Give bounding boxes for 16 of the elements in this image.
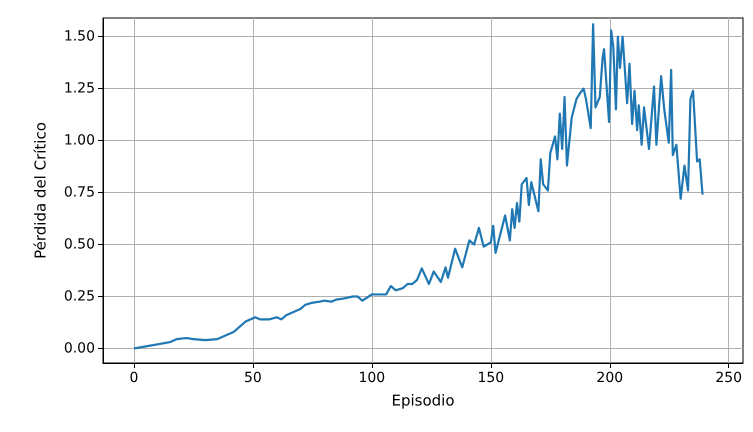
y-tick-label: 1.50 (64, 28, 95, 45)
x-tick-label: 100 (358, 370, 386, 386)
x-tick-label: 250 (715, 370, 742, 386)
y-tick-label: 1.25 (64, 80, 95, 97)
y-tick-label: 1.00 (64, 132, 95, 149)
y-tick-label: 0.25 (64, 288, 95, 304)
y-tick-label: 0.50 (64, 236, 95, 253)
x-tick-label: 50 (244, 370, 262, 386)
x-tick-label: 150 (477, 370, 504, 386)
x-tick-label: 200 (596, 370, 624, 386)
y-tick-label: 0.00 (64, 340, 95, 356)
x-tick-label: 0 (129, 370, 138, 386)
y-tick-label: 0.75 (64, 184, 95, 201)
y-axis-title: Pérdida del Crítico (32, 122, 50, 259)
line-series (132, 23, 704, 350)
x-axis-title: Episodio (391, 392, 455, 410)
